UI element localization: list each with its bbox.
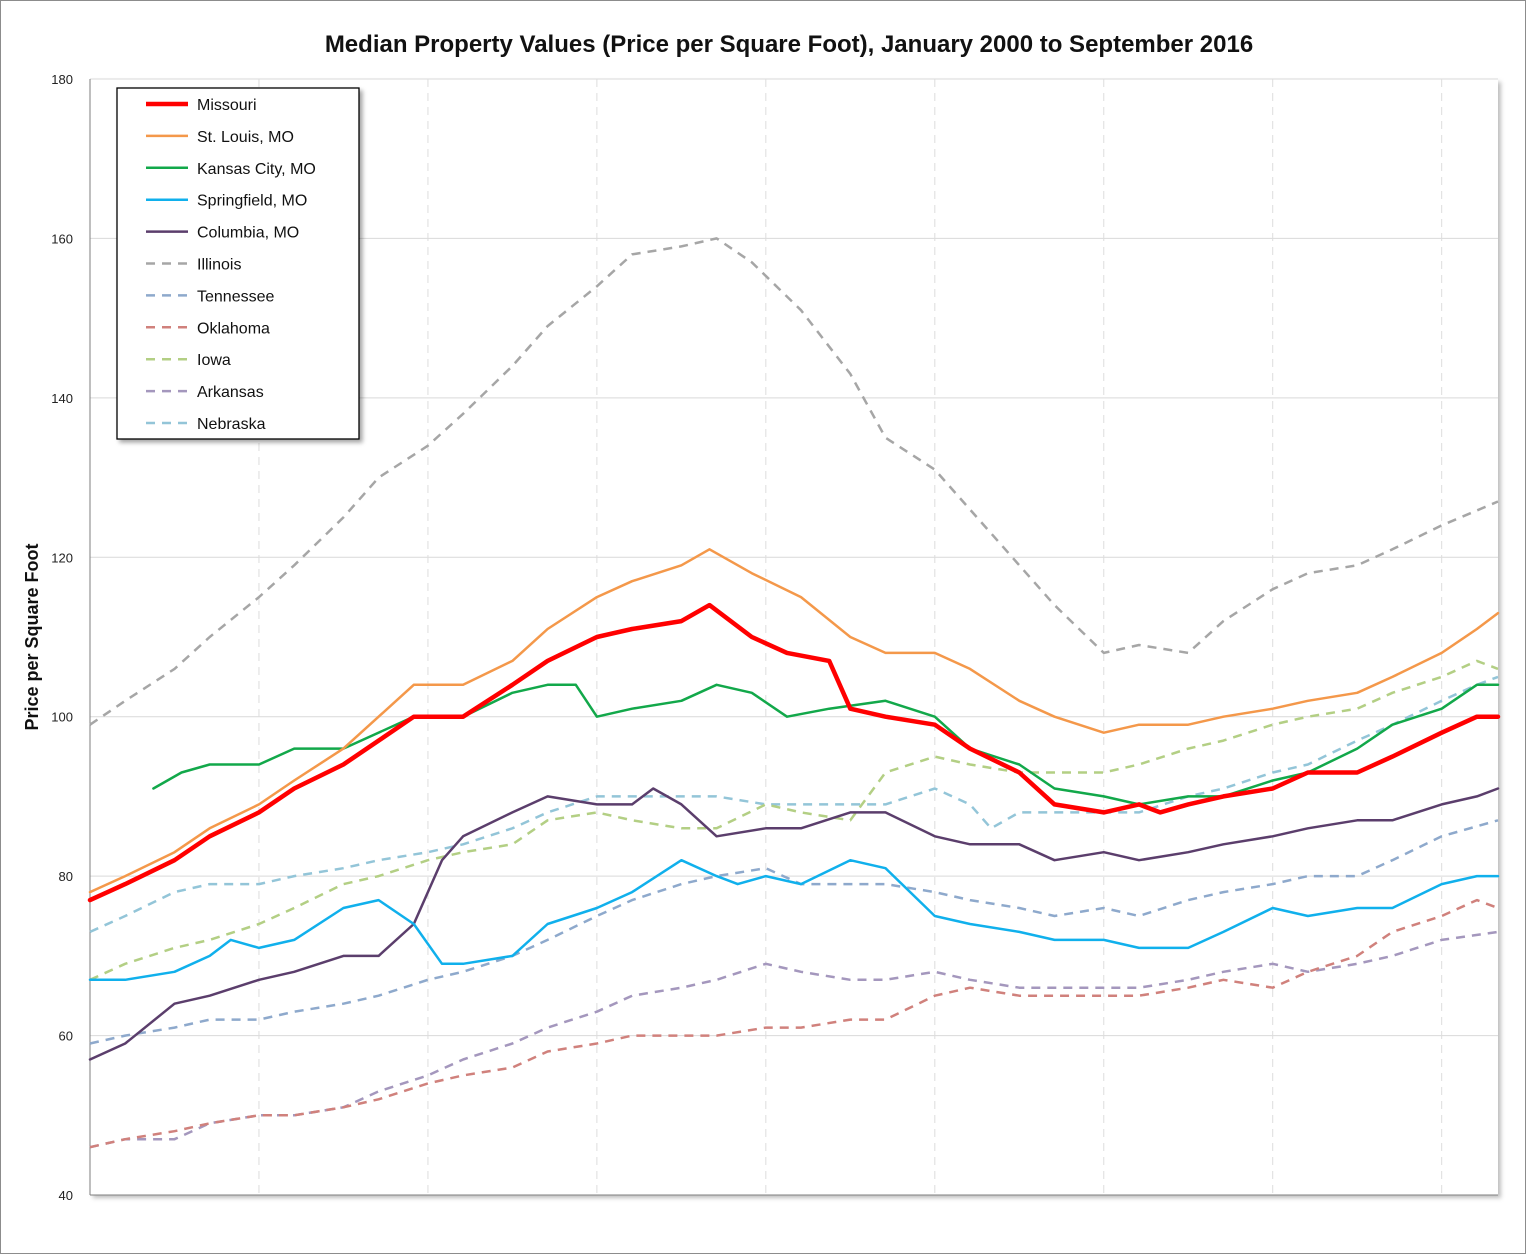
- y-axis-label: Price per Square Foot: [22, 543, 42, 730]
- y-tick-label: 80: [59, 869, 73, 884]
- legend-label: Columbia, MO: [197, 225, 299, 242]
- y-tick-label: 60: [59, 1029, 73, 1044]
- series-line-springfield-mo: [88, 858, 1500, 982]
- legend-label: Springfield, MO: [197, 193, 307, 210]
- series-line-missouri: [87, 602, 1501, 903]
- series-line-illinois: [89, 237, 1499, 726]
- legend-label: St. Louis, MO: [197, 129, 294, 146]
- legend-label: Arkansas: [197, 384, 264, 401]
- legend: Missouri St. Louis, MO Kansas City, MO Spri…: [116, 87, 360, 440]
- legend-label: Missouri: [197, 97, 257, 114]
- y-tick-label: 180: [51, 72, 73, 87]
- legend-label: Kansas City, MO: [197, 161, 316, 178]
- y-tick-label: 100: [51, 710, 73, 725]
- legend-label: Oklahoma: [197, 320, 270, 337]
- series-line-nebraska: [89, 675, 1499, 934]
- series-line-arkansas: [89, 930, 1499, 1149]
- series-line-columbia-mo: [88, 787, 1500, 1061]
- series-line-st-louis-mo: [88, 548, 1500, 894]
- legend-label: Tennessee: [197, 288, 274, 305]
- legend-label: Nebraska: [197, 416, 266, 433]
- y-tick-labels: 40 60 80 100 120 140 160 180: [51, 72, 73, 1203]
- series-lines: [87, 237, 1501, 1149]
- y-tick-label: 40: [59, 1188, 73, 1203]
- legend-label: Illinois: [197, 257, 241, 274]
- legend-label: Iowa: [197, 352, 231, 369]
- y-tick-label: 140: [51, 391, 73, 406]
- legend-box: [116, 87, 360, 440]
- y-tick-label: 160: [51, 231, 73, 246]
- series-line-kansas-city-mo: [152, 683, 1500, 806]
- series-line-iowa: [89, 659, 1499, 981]
- y-tick-label: 120: [51, 550, 73, 565]
- chart-title: Median Property Values (Price per Square…: [325, 31, 1253, 58]
- axes: [89, 79, 1498, 1196]
- series-line-tennessee: [89, 819, 1499, 1045]
- series-line-oklahoma: [89, 898, 1499, 1149]
